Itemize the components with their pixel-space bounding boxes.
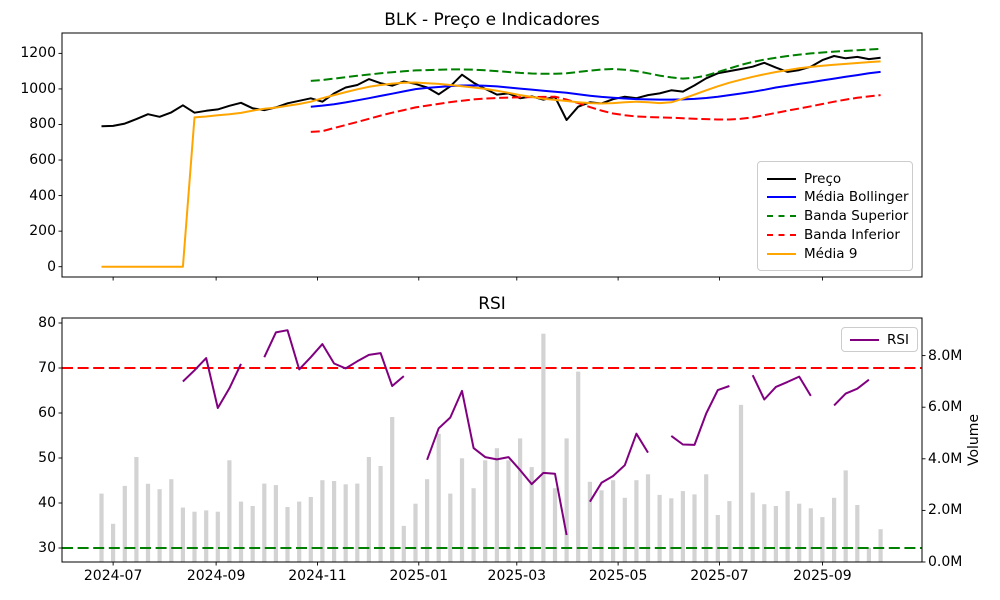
legend-label: Preço [804,170,842,187]
price-chart-title: BLK - Preço e Indicadores [384,10,600,30]
price-y-tick-label: 200 [29,223,56,240]
legend-entry-rsi: RSI [850,332,909,348]
rsi-y-tick-label: 80 [38,315,56,331]
x-tick-label: 2024-07 [83,568,143,584]
x-tick-label: 2025-01 [389,568,449,584]
legend-entry-media-9: Média 9 [767,245,903,262]
x-tick-label: 2025-07 [690,568,749,584]
legend-label: Média Bollinger [804,189,909,206]
price-y-tick-label: 400 [29,187,56,204]
rsi-y-tick-label: 70 [38,360,56,376]
rsi-legend: RSI [841,327,918,352]
rsi-y-tick-label: 60 [38,405,56,421]
price-legend: Preço Média Bollinger Banda Superior Ban… [757,161,913,271]
volume-y-tick-label: 6.0M [928,399,963,416]
x-tick-label: 2025-03 [487,568,547,584]
volume-y-tick-label: 0.0M [928,554,963,570]
legend-entry-banda-inferior: Banda Inferior [767,226,903,243]
volume-y-tick-label: 8.0M [928,347,963,364]
legend-entry-preco: Preço [767,170,903,187]
volume-y-tick-label: 2.0M [928,502,963,519]
legend-label: Banda Superior [804,208,909,224]
price-y-tick-label: 0 [47,258,56,275]
rsi-y-tick-label: 30 [38,540,56,556]
legend-entry-banda-superior: Banda Superior [767,208,908,225]
volume-y-tick-label: 4.0M [928,450,963,467]
rsi-y-tick-label: 40 [38,495,56,511]
preco-line-sample [767,177,796,180]
x-tick-label: 2024-11 [288,568,347,584]
x-tick-label: 2025-09 [793,568,852,584]
banda-superior-line-sample [767,215,796,217]
legend-label: RSI [887,331,909,348]
legend-label: Banda Inferior [804,226,900,243]
legend-entry-media-bollinger: Média Bollinger [767,189,909,206]
legend-label: Média 9 [804,245,858,262]
rsi-line-sample [850,338,879,341]
price-y-tick-label: 800 [29,116,56,133]
rsi-chart-title: RSI [478,294,506,314]
banda-inferior-line-sample [767,233,796,236]
price-y-tick-label: 1000 [20,80,56,97]
media-bollinger-line-sample [767,196,796,199]
price-y-tick-label: 1200 [20,45,56,62]
rsi-y-tick-label: 50 [38,450,56,466]
price-y-tick-label: 600 [29,152,56,169]
media-9-line-sample [767,252,796,255]
x-tick-label: 2025-05 [588,568,648,584]
x-tick-label: 2024-09 [186,568,246,584]
